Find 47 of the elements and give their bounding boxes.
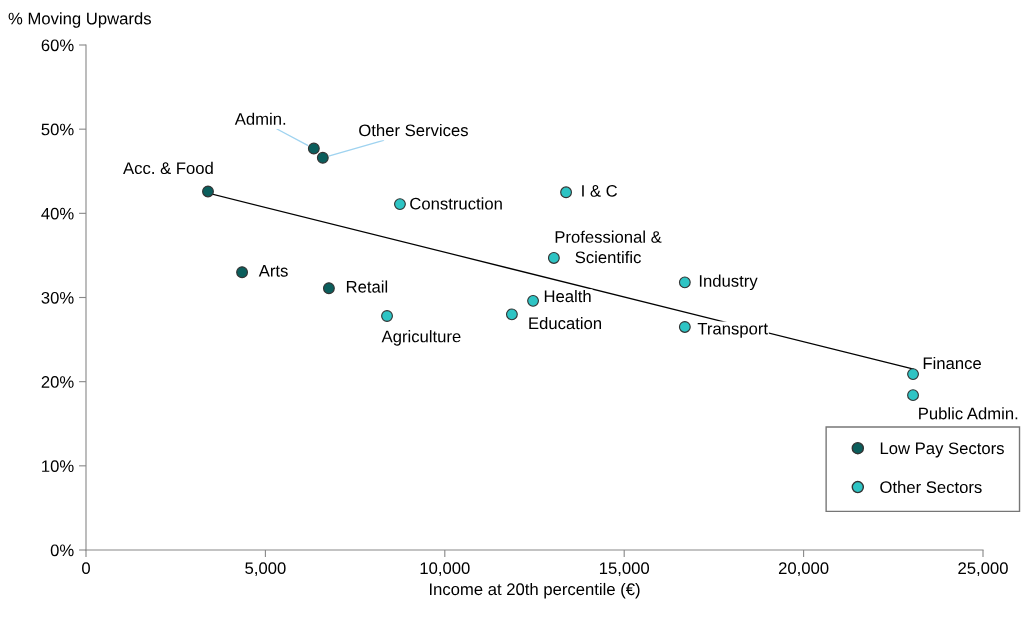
annotation: Transport bbox=[697, 322, 768, 338]
point bbox=[322, 282, 335, 295]
y-tick-label: 60% bbox=[41, 39, 74, 52]
annotation: Professional & Scientific bbox=[555, 230, 662, 264]
y-axis-title: % Moving Upwards bbox=[8, 12, 151, 28]
point bbox=[316, 151, 329, 164]
x-tick-label: 10,000 bbox=[420, 562, 470, 577]
legend-label: Other Sectors bbox=[880, 480, 982, 494]
point bbox=[907, 368, 919, 381]
point bbox=[381, 310, 393, 322]
x-tick-label: 20,000 bbox=[778, 562, 829, 577]
point bbox=[202, 185, 214, 198]
y-tick-label: 0% bbox=[50, 544, 74, 557]
x-tick-label: 15,000 bbox=[599, 562, 650, 577]
x-tick-label: 25,000 bbox=[958, 562, 1008, 577]
annotation: Admin. bbox=[234, 112, 286, 125]
annotation: Agriculture bbox=[381, 330, 461, 346]
point bbox=[236, 266, 249, 279]
annotation: Public Admin. bbox=[919, 407, 1018, 420]
y-tick-label: 20% bbox=[41, 376, 74, 388]
y-tick-label: 40% bbox=[41, 207, 74, 220]
annotation: Finance bbox=[923, 356, 981, 370]
point bbox=[560, 186, 573, 199]
x-tick-label: 5,000 bbox=[245, 562, 286, 577]
point bbox=[678, 321, 691, 333]
legend-label: Low Pay Sectors bbox=[880, 442, 1004, 458]
point bbox=[505, 308, 518, 321]
annotation: Health bbox=[544, 289, 591, 303]
annotation: Industry bbox=[699, 274, 758, 291]
point bbox=[678, 276, 691, 289]
annotation: Construction bbox=[410, 197, 502, 210]
annotation: Education bbox=[529, 316, 602, 330]
y-tick-label: 30% bbox=[41, 291, 74, 304]
point bbox=[907, 389, 919, 402]
y-tick-label: 10% bbox=[42, 460, 74, 473]
point bbox=[394, 198, 406, 211]
point bbox=[547, 252, 560, 264]
point bbox=[307, 142, 320, 155]
x-axis-title: Income at 20th percentile (€) bbox=[429, 582, 640, 599]
annotation: Other Services bbox=[359, 123, 468, 137]
annotation: I & C bbox=[582, 184, 618, 197]
annotation: Acc. & Food bbox=[123, 161, 213, 175]
y-tick-label: 50% bbox=[41, 123, 74, 136]
annotation: Arts bbox=[258, 265, 288, 277]
point bbox=[527, 294, 539, 307]
annotation: Retail bbox=[346, 280, 388, 293]
x-tick-label: 0 bbox=[82, 562, 90, 575]
